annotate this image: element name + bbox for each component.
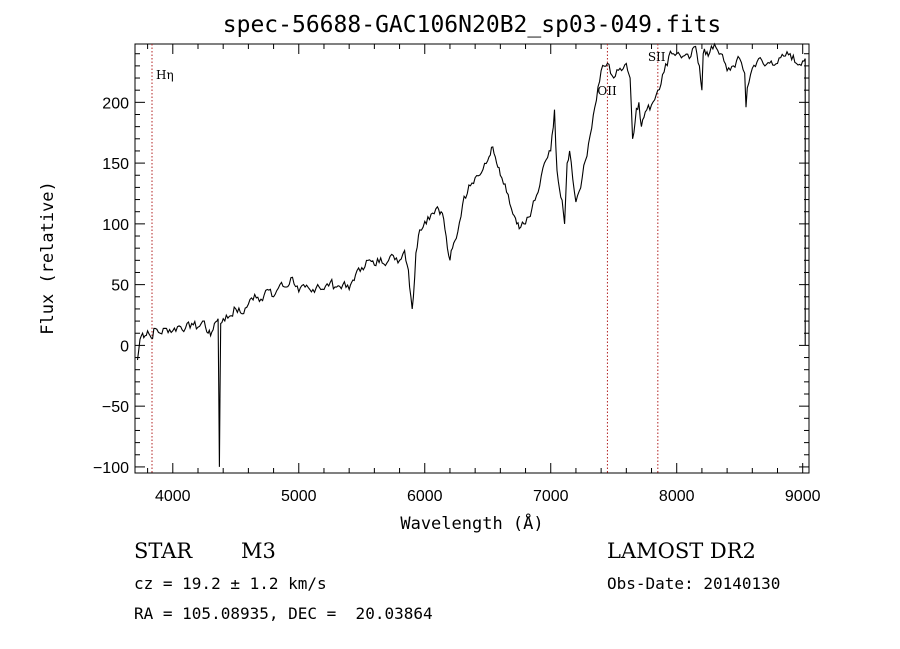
x-tick-label: 5000 bbox=[281, 488, 317, 505]
spectral-line-label: SII bbox=[648, 50, 666, 64]
x-tick-label: 6000 bbox=[407, 488, 443, 505]
coordinates-readout: RA = 105.08935, DEC = 20.03864 bbox=[134, 604, 433, 623]
y-tick-label: 100 bbox=[102, 217, 129, 234]
object-class: STAR bbox=[134, 539, 193, 563]
flux-series-line bbox=[136, 42, 806, 467]
x-axis-label: Wavelength (Å) bbox=[400, 512, 543, 534]
spectral-line-markers: Hη OII SII bbox=[151, 44, 666, 473]
object-subclass: M3 bbox=[241, 539, 276, 563]
redshift-readout: cz = 19.2 ± 1.2 km/s bbox=[134, 574, 327, 593]
spectral-line-label: Hη bbox=[156, 68, 174, 82]
x-tick-label: 9000 bbox=[785, 488, 821, 505]
axis-ticks: 4000 5000 6000 7000 8000 9000 −100 −50 0 50 100 150… bbox=[93, 44, 821, 505]
y-tick-label: 0 bbox=[120, 338, 129, 355]
x-tick-label: 8000 bbox=[659, 488, 695, 505]
spectral-line-label: OII bbox=[597, 84, 617, 98]
survey-label: LAMOST DR2 bbox=[607, 539, 756, 563]
y-tick-label: 150 bbox=[102, 156, 129, 173]
y-tick-label: −100 bbox=[93, 460, 129, 477]
plot-frame bbox=[134, 43, 810, 474]
observation-date: Obs-Date: 20140130 bbox=[607, 574, 781, 593]
x-tick-label: 4000 bbox=[155, 488, 191, 505]
y-tick-label: −50 bbox=[102, 399, 129, 416]
plot-area: 4000 5000 6000 7000 8000 9000 −100 −50 0 50 100 150… bbox=[93, 42, 821, 505]
y-tick-label: 200 bbox=[102, 95, 129, 112]
x-tick-label: 7000 bbox=[533, 488, 569, 505]
chart-title: spec-56688-GAC106N20B2_sp03-049.fits bbox=[223, 12, 722, 38]
y-tick-label: 50 bbox=[111, 278, 129, 295]
y-axis-label: Flux (relative) bbox=[38, 181, 58, 335]
